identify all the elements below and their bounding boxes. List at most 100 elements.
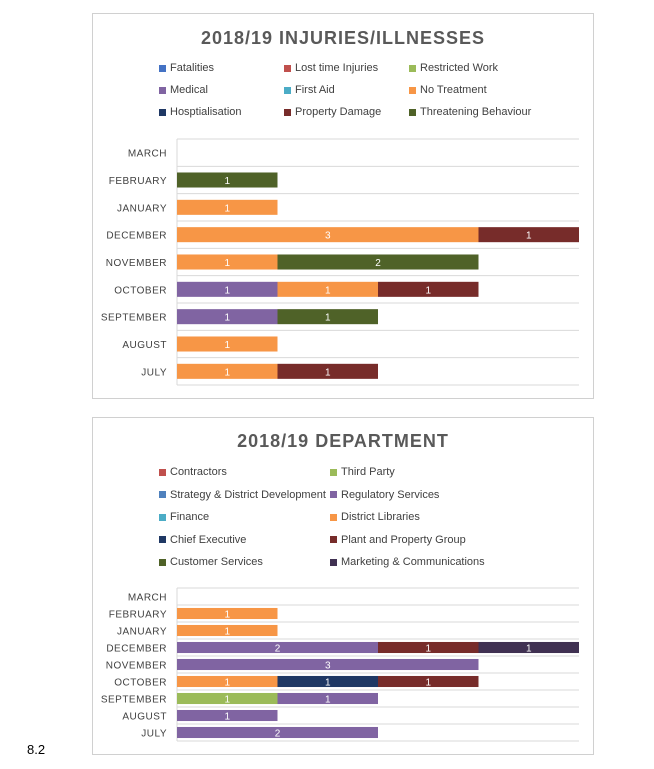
chart-title: 2018/19 DEPARTMENT <box>237 431 449 451</box>
bar-data-label: 2 <box>275 644 281 655</box>
category-tick-label: OCTOBER <box>114 678 167 689</box>
category-tick-label: SEPTEMBER <box>101 313 167 324</box>
legend-swatch <box>330 513 337 521</box>
bar-segment <box>277 692 378 705</box>
legend-item: Chief Executive <box>159 534 246 546</box>
bar-segment <box>277 363 378 379</box>
legend-item: No Treatment <box>409 84 487 96</box>
category-tick-label: OCTOBER <box>114 285 167 296</box>
legend-label: Finance <box>170 511 210 524</box>
bar-data-label: 1 <box>325 678 331 689</box>
injuries-chart-panel: 2018/19 INJURIES/ILLNESSES Fatalities Los… <box>92 13 594 399</box>
bar-data-label: 1 <box>224 285 230 296</box>
bar-segment <box>177 709 278 722</box>
bar-data-label: 1 <box>325 695 331 706</box>
legend-label: First Aid <box>295 84 335 97</box>
legend-label: Fatalities <box>170 62 215 75</box>
bar-data-label: 1 <box>224 678 230 689</box>
bar-segment <box>177 726 378 739</box>
legend-label: Chief Executive <box>170 533 247 546</box>
bar-segment <box>177 227 479 243</box>
bar-segment <box>177 336 278 352</box>
category-tick-label: JULY <box>141 367 167 378</box>
chart-title: 2018/19 INJURIES/ILLNESSES <box>200 28 486 48</box>
bar-data-label: 1 <box>224 340 230 351</box>
bar-segment <box>177 172 278 188</box>
department-bar-chart: JULY 2 AUGUST 1 SEPTEMBER 1 1 OCTOBER 1 1 1 NOVEMBE… <box>101 587 579 742</box>
legend-swatch <box>330 468 337 476</box>
bar-segment <box>177 624 278 637</box>
category-tick-label: NOVEMBER <box>106 258 167 269</box>
bar-data-label: 1 <box>425 285 431 296</box>
legend-label: Customer Services <box>170 556 263 569</box>
legend-item: Contractors <box>159 466 227 478</box>
bar-data-label: 1 <box>526 231 532 242</box>
legend-item: Hosptialisation <box>159 106 242 118</box>
legend-item: Medical <box>159 84 208 96</box>
legend-label: Threatening Behaviour <box>420 106 532 119</box>
legend-item: Regulatory Services <box>330 489 439 501</box>
page-number-label: 8.2 <box>27 742 46 757</box>
legend-swatch <box>330 558 337 566</box>
legend-item: Marketing & Communications <box>330 556 485 568</box>
bar-segment <box>378 281 479 297</box>
category-tick-label: JULY <box>141 729 167 740</box>
legend-swatch <box>159 513 166 521</box>
bar-data-label: 1 <box>425 644 431 655</box>
bar-segment <box>177 363 278 379</box>
bar-segment <box>177 658 479 671</box>
legend-swatch <box>159 491 166 499</box>
legend-item: Lost time Injuries <box>284 62 378 74</box>
legend-swatch <box>409 86 416 94</box>
bar-segment <box>277 675 378 688</box>
category-tick-label: AUGUST <box>122 712 167 723</box>
bar-segment <box>277 281 378 297</box>
bar-segment <box>177 692 278 705</box>
legend-swatch <box>159 468 166 476</box>
legend-label: Property Damage <box>295 106 382 119</box>
legend-swatch <box>159 86 166 94</box>
bar-data-label: 1 <box>526 644 532 655</box>
bar-data-label: 2 <box>275 729 281 740</box>
bar-data-label: 1 <box>325 313 331 324</box>
legend-label: Strategy & District Development <box>170 488 326 501</box>
bar-segment <box>277 309 378 325</box>
legend-swatch <box>330 536 337 544</box>
bar-segment <box>177 199 278 215</box>
legend-swatch <box>409 108 416 116</box>
legend-swatch <box>409 64 416 72</box>
bar-segment <box>177 254 278 270</box>
bar-data-label: 1 <box>224 176 230 187</box>
bar-data-label: 1 <box>425 678 431 689</box>
legend-item: Fatalities <box>159 62 214 74</box>
bar-segment <box>177 281 278 297</box>
legend-label: Lost time Injuries <box>295 62 379 75</box>
legend-label: No Treatment <box>420 84 487 97</box>
bar-segment <box>177 675 278 688</box>
category-tick-label: FEBRUARY <box>109 176 167 187</box>
legend-item: First Aid <box>284 84 335 96</box>
legend-label: Regulatory Services <box>341 488 440 501</box>
bar-data-label: 1 <box>224 627 230 638</box>
bar-data-label: 2 <box>375 258 381 269</box>
bar-segment <box>277 254 479 270</box>
bar-data-label: 1 <box>224 610 230 621</box>
bar-data-label: 1 <box>325 367 331 378</box>
legend-item: Customer Services <box>159 556 263 568</box>
bar-data-label: 1 <box>224 313 230 324</box>
bar-data-label: 1 <box>224 203 230 214</box>
legend-swatch <box>284 108 291 116</box>
bar-segment <box>177 309 278 325</box>
category-tick-label: JANUARY <box>117 627 167 638</box>
bar-segment <box>478 227 579 243</box>
legend-item: Property Damage <box>284 106 381 118</box>
legend-swatch <box>159 536 166 544</box>
category-tick-label: FEBRUARY <box>109 610 167 621</box>
category-tick-label: NOVEMBER <box>106 661 167 672</box>
category-tick-label: MARCH <box>128 149 167 160</box>
legend-label: Plant and Property Group <box>341 533 466 546</box>
bar-data-label: 1 <box>325 285 331 296</box>
legend-label: Marketing & Communications <box>341 556 485 569</box>
category-tick-label: SEPTEMBER <box>101 695 167 706</box>
bar-segment <box>378 675 479 688</box>
